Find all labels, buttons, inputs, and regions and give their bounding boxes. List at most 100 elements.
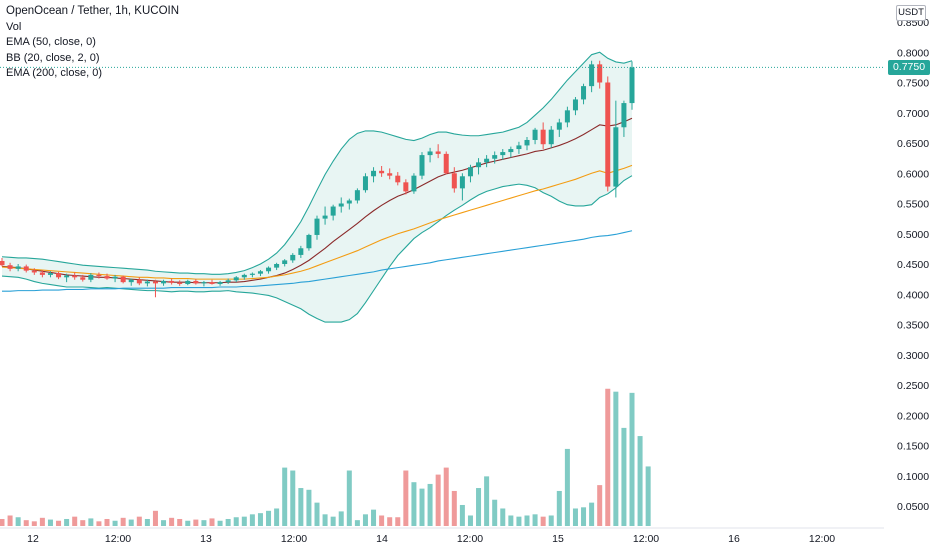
bb-fill: [2, 52, 632, 323]
volume-bar: [290, 470, 296, 526]
volume-bar: [233, 517, 239, 526]
candle: [492, 151, 498, 164]
volume-bar: [379, 515, 385, 526]
legend-ema50[interactable]: EMA (50, close, 0): [6, 36, 96, 48]
volume-bar: [314, 502, 320, 526]
ema200-line: [2, 230, 633, 292]
candle-body: [104, 276, 110, 279]
candle: [0, 257, 5, 267]
candle: [56, 271, 62, 280]
candle: [152, 279, 158, 298]
last-price-tag: 0.7750: [888, 60, 930, 75]
chart-legend: OpenOcean / Tether, 1h, KUCOIN Vol EMA (…: [6, 4, 179, 82]
legend-bb[interactable]: BB (20, close, 2, 0): [6, 51, 100, 64]
volume-bar: [185, 520, 191, 526]
volume-bar: [476, 488, 482, 526]
volume-bar: [451, 490, 457, 526]
price-tick-label: 0.5000: [897, 229, 929, 241]
candle: [387, 168, 393, 180]
volume-bar: [387, 517, 393, 526]
currency-unit-button[interactable]: USDT: [896, 5, 926, 21]
candle-body: [427, 151, 433, 156]
candle: [217, 280, 223, 286]
candle: [362, 173, 368, 193]
candle: [96, 272, 102, 279]
candle: [500, 149, 506, 160]
volume-bar: [371, 509, 377, 526]
volume-bar: [249, 514, 255, 526]
legend-vol[interactable]: Vol: [6, 20, 22, 33]
candle: [443, 151, 449, 175]
candle-body: [47, 273, 53, 275]
price-tick-label: 0.7000: [897, 108, 929, 120]
candle-body: [484, 158, 490, 163]
volume-bar: [581, 507, 587, 526]
volume-bar: [338, 511, 344, 526]
candle: [241, 273, 247, 280]
bollinger-bands: [1, 51, 633, 323]
candle-body: [233, 277, 239, 281]
volume-bar: [354, 520, 360, 526]
volume-bar: [177, 518, 183, 526]
candle: [7, 262, 13, 272]
candle: [379, 165, 385, 177]
time-axis[interactable]: 12 12:00 13 12:00 14 12:00 15 12:00 16 12:00: [0, 527, 884, 545]
candle: [354, 188, 360, 204]
candle-body: [177, 282, 183, 284]
candle: [257, 270, 263, 277]
candle-body: [387, 173, 393, 176]
volume-bar: [330, 516, 336, 526]
candle: [346, 198, 352, 210]
volume-bar: [492, 499, 498, 526]
candle-body: [96, 274, 102, 277]
volume-bar: [435, 474, 441, 526]
volume-bar: [274, 508, 280, 526]
candle: [88, 273, 94, 283]
volume-bar: [23, 520, 29, 526]
candle: [298, 245, 304, 258]
volume-bar: [298, 488, 304, 526]
volume-bar: [47, 519, 53, 526]
symbol-title[interactable]: OpenOcean / Tether, 1h, KUCOIN: [6, 5, 180, 17]
volume-bar: [64, 518, 70, 526]
volume-bar: [589, 502, 595, 526]
candle-body: [548, 129, 554, 145]
candle-body: [467, 167, 473, 177]
candle-body: [371, 170, 377, 177]
price-tick-label: 0.2500: [897, 380, 929, 392]
price-tick-label: 0.8000: [897, 47, 929, 59]
price-tick-label: 0.3500: [897, 320, 929, 332]
candle: [47, 271, 53, 278]
volume-bar: [225, 518, 231, 526]
candle-body: [56, 273, 62, 278]
candle: [233, 276, 239, 283]
volume-bar: [467, 515, 473, 526]
candle-body: [581, 86, 587, 100]
candle-body: [540, 129, 546, 145]
volume-bar: [88, 518, 94, 526]
price-tick-label: 0.7500: [897, 78, 929, 90]
candle-body: [161, 280, 167, 284]
candle: [314, 215, 320, 240]
volume-bar: [645, 466, 651, 526]
time-tick-label: 16: [728, 533, 740, 545]
volume-bar: [169, 517, 175, 526]
bb-upper-line: [1, 51, 633, 275]
candle-body: [516, 145, 522, 150]
candle-body: [249, 273, 255, 275]
candle-body: [435, 151, 441, 154]
price-axis[interactable]: 0.85000.80000.75000.70000.65000.60000.55…: [883, 0, 929, 550]
candle: [274, 262, 280, 271]
time-tick-label: 14: [376, 533, 388, 545]
volume-bar: [362, 514, 368, 526]
candle: [330, 204, 336, 221]
volume-bar: [459, 504, 465, 526]
volume-bar: [524, 515, 530, 526]
candle-body: [266, 267, 272, 272]
time-tick-label: 12:00: [281, 533, 307, 545]
candle-body: [597, 64, 603, 83]
legend-ema200[interactable]: EMA (200, close, 0): [6, 67, 102, 79]
candle-body: [459, 176, 465, 189]
candle-body: [476, 162, 482, 168]
